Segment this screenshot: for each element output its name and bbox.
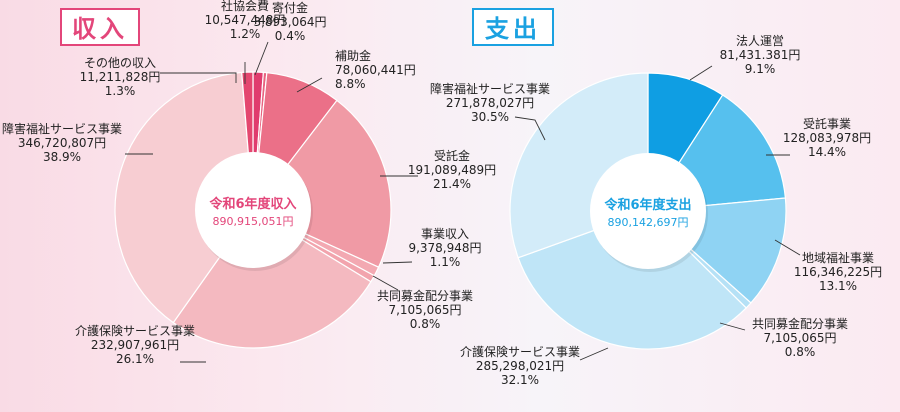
pie-1-leader-0: [689, 65, 713, 81]
pie-1-total: 890,142,697円: [608, 216, 689, 229]
pie-1-leader-3: [719, 322, 746, 331]
pie-0-label-8: その他の収入 11,211,828円 1.3%: [80, 56, 161, 98]
pie-0-label-2: 補助金 78,060,441円 8.8%: [335, 48, 416, 91]
pie-0-label-5: 共同募金配分事業 7,105,065円 0.8%: [377, 288, 473, 331]
income-header: 収入: [60, 8, 140, 46]
pie-1-label-1: 受託事業 128,083,978円 14.4%: [783, 116, 871, 159]
pie-0-label-7: 障害福祉サービス事業 346,720,807円 38.9%: [2, 121, 122, 164]
pie-1-label-3: 共同募金配分事業 7,105,065円 0.8%: [752, 316, 848, 359]
pie-0-slice-7: [114, 71, 254, 324]
pie-0-slice-6: [172, 209, 372, 349]
pie-0-title: 令和6年度収入: [209, 196, 296, 212]
pie-1-leader-4: [579, 347, 609, 361]
pie-1-leader-2: [774, 239, 801, 256]
pie-1-label-5: 障害福祉サービス事業 271,878,027円 30.5%: [430, 81, 550, 124]
pie-1-title: 令和6年度支出: [604, 197, 691, 213]
pie-0-hole: [195, 152, 311, 268]
pie-0-label-3: 受託金 191,089,489円 21.4%: [408, 148, 496, 191]
pie-0-leader-1: [254, 41, 269, 76]
pie-1-hole: [590, 153, 706, 269]
pie-0-label-1: 寄付金 3,893,064円 0.4%: [253, 0, 326, 43]
pie-0-label-6: 介護保険サービス事業 232,907,961円 26.1%: [75, 323, 195, 366]
pie-0-total: 890,915,051円: [213, 215, 294, 228]
pie-0-leader-4: [382, 261, 413, 264]
pie-1-label-2: 地域福祉事業 116,346,225円 13.1%: [794, 250, 882, 293]
pie-1-slice-4: [517, 210, 748, 350]
pie-1-label-0: 法人運営 81,431.381円 9.1%: [720, 34, 801, 76]
pie-0-leader-2: [296, 77, 323, 93]
pie-0-leader-5: [372, 275, 399, 291]
pie-1-label-4: 介護保険サービス事業 285,298,021円 32.1%: [460, 344, 580, 387]
pie-0-label-4: 事業収入 9,378,948円 1.1%: [408, 227, 481, 269]
expense-header: 支出: [472, 8, 554, 46]
pie-1-leader-5: [514, 116, 546, 141]
pie-0-leader-8: [160, 72, 237, 83]
pie-0-label-0: 社協会費 10,547,448円 1.2%: [205, 0, 286, 41]
